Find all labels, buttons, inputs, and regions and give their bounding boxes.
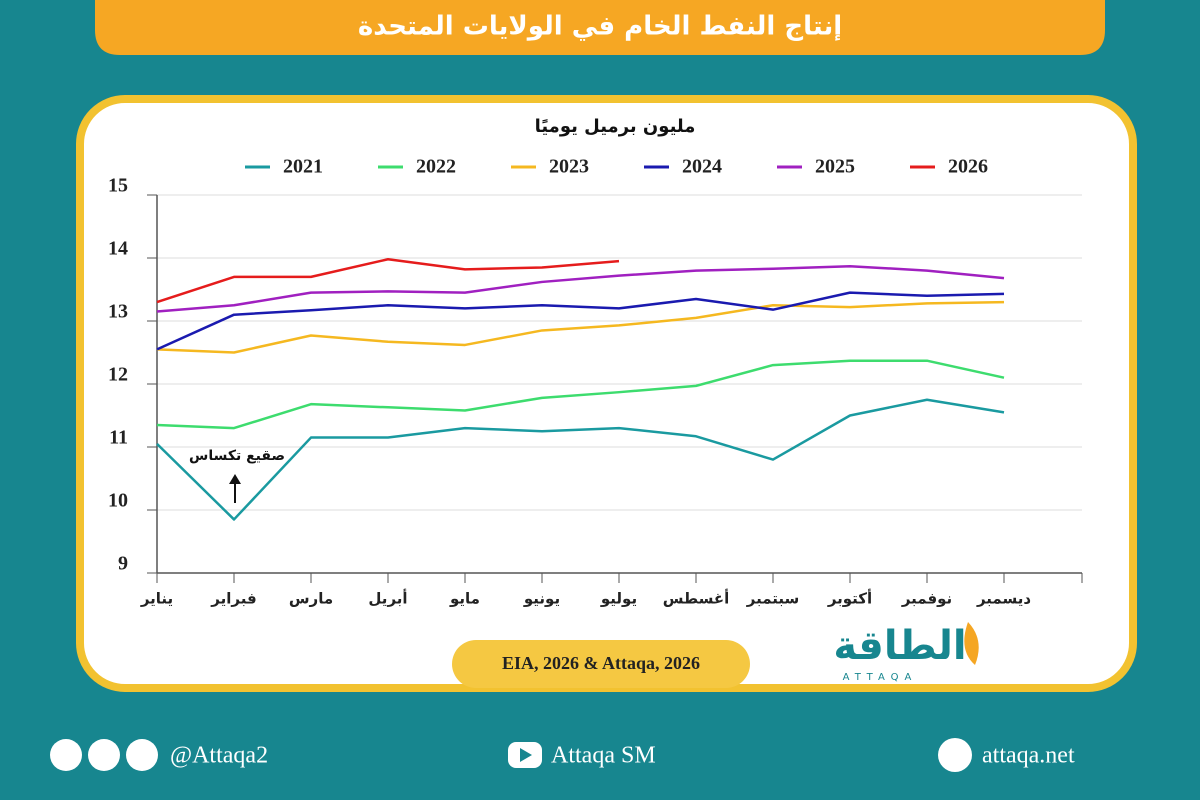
y-tick-label: 10	[108, 490, 128, 512]
x-tick-label: ديسمبر	[976, 590, 1031, 608]
y-tick-label: 12	[108, 364, 128, 386]
y-tick-label: 9	[118, 553, 128, 575]
x-tick-label: مارس	[289, 590, 333, 608]
x-tick-label: نوفمبر	[901, 590, 952, 608]
x-tick-label: يونيو	[523, 590, 560, 608]
chart-title: إنتاج النفط الخام في الولايات المتحدة	[358, 12, 842, 42]
series-line	[156, 258, 620, 304]
footer: @Attaqa2 Attaqa SM attaqa.net	[50, 738, 1075, 772]
x-tick-label: أبريل	[368, 589, 407, 608]
youtube-handle: Attaqa SM	[551, 743, 656, 769]
x-icon	[50, 739, 82, 771]
source-pill	[452, 640, 750, 688]
legend-label: 2022	[416, 156, 456, 178]
legend-label: 2026	[948, 156, 988, 178]
x-tick-label: أغسطس	[663, 589, 729, 608]
x-tick-label: فبراير	[210, 590, 256, 608]
x-tick-label: أكتوبر	[827, 589, 872, 608]
series-line	[156, 264, 1005, 313]
facebook-icon	[126, 739, 158, 771]
x-tick-label: يوليو	[600, 590, 637, 608]
source: EIA, 2026 & Attaqa, 2026	[502, 653, 700, 673]
website: attaqa.net	[982, 743, 1075, 769]
y-tick-label: 13	[108, 301, 128, 323]
web-icon	[938, 738, 972, 772]
instagram-icon	[88, 739, 120, 771]
y-axis-label: مليون برميل يوميًا	[535, 116, 696, 137]
x-tick-label: سبتمبر	[746, 590, 800, 608]
logo-latin: ATTAQA	[843, 672, 918, 683]
y-tick-label: 14	[108, 238, 128, 260]
legend-label: 2025	[815, 156, 855, 178]
series-line	[156, 300, 1005, 354]
title-banner	[95, 0, 1105, 55]
x-tick-label: مايو	[449, 590, 480, 608]
y-tick-label: 11	[109, 427, 128, 449]
y-tick-label: 15	[108, 175, 128, 197]
logo-text: الطاقة	[833, 623, 966, 669]
legend-label: 2023	[549, 156, 589, 178]
series-line	[156, 359, 1005, 430]
annotation-arrowhead	[229, 474, 241, 484]
series-line	[156, 291, 1005, 351]
series-line	[156, 398, 1005, 521]
youtube-play	[520, 748, 532, 762]
annotation: صقيع تكساس	[189, 448, 285, 464]
legend-label: 2021	[283, 156, 323, 178]
legend-label: 2024	[682, 156, 722, 178]
social-handle: @Attaqa2	[170, 743, 268, 769]
x-tick-label: يناير	[140, 590, 173, 608]
logo-drop	[964, 622, 979, 665]
